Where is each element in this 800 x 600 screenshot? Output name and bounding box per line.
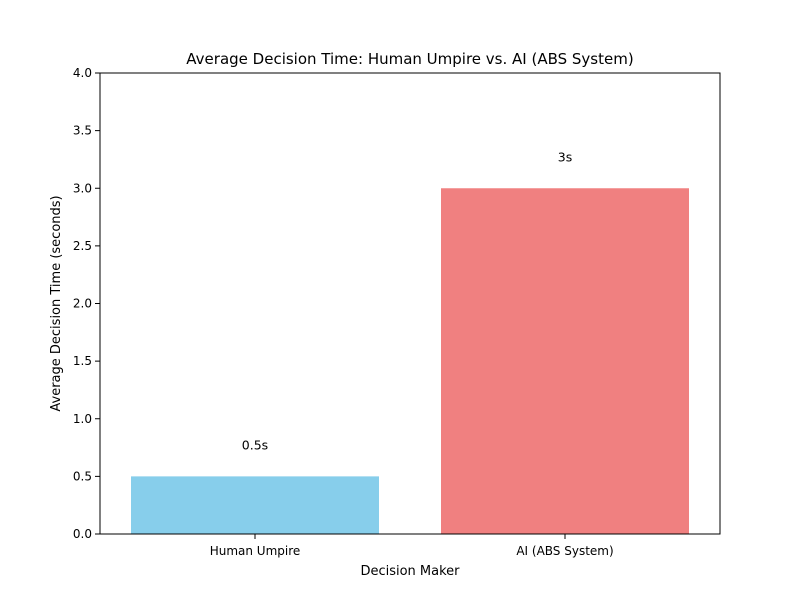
bar-data-label: 0.5s xyxy=(242,437,268,452)
y-tick-label: 4.0 xyxy=(73,66,92,80)
bars-group: 0.5s 3s xyxy=(131,149,689,534)
plot-frame xyxy=(99,72,721,535)
bar xyxy=(441,188,689,534)
ticks-group: 0.0 0.5 1.0 1.5 2.0 2.5 3.0 3.5 4.0 Human Umpire A… xyxy=(73,66,614,558)
y-tick-label: 0.5 xyxy=(73,469,92,483)
x-axis-label: Decision Maker xyxy=(360,564,460,579)
y-tick-label: 3.0 xyxy=(73,181,92,195)
y-tick-label: 2.0 xyxy=(73,297,92,311)
x-tick-label: Human Umpire xyxy=(210,544,301,558)
x-tick-label: AI (ABS System) xyxy=(516,544,613,558)
y-tick-label: 1.0 xyxy=(73,412,92,426)
bar-data-label: 3s xyxy=(558,149,572,164)
y-tick-label: 2.5 xyxy=(73,239,92,253)
bar xyxy=(131,476,379,534)
y-tick-label: 1.5 xyxy=(73,354,92,368)
y-tick-label: 3.5 xyxy=(73,124,92,138)
chart-title: Average Decision Time: Human Umpire vs. … xyxy=(186,50,633,68)
y-axis-label: Average Decision Time (seconds) xyxy=(49,195,64,411)
y-tick-label: 0.0 xyxy=(73,527,92,541)
